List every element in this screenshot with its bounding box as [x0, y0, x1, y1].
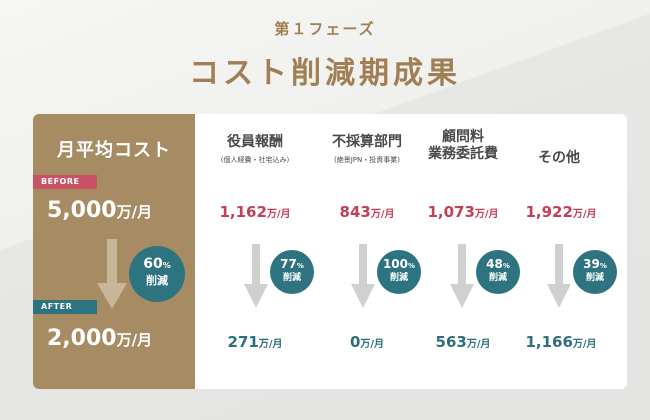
item-subtitle: (個人経費・社宅込み) — [220, 156, 290, 164]
item-reduction-label: 削減 — [389, 273, 408, 283]
item-before-value: 1,073万/月 — [413, 202, 513, 221]
item-after-number: 563 — [435, 333, 467, 351]
down-arrow-icon — [97, 239, 127, 309]
summary-after-number: 2,000 — [47, 326, 117, 351]
summary-after-amount: 2,000万/月 — [47, 326, 152, 351]
item-title-line1: 顧問料 — [442, 129, 484, 145]
item-after-unit: 万/月 — [258, 339, 283, 350]
down-arrow-icon — [244, 244, 268, 308]
summary-panel: 月平均コスト BEFORE 5,000万/月 60% 削減 AFTER 2,00… — [33, 114, 195, 389]
item-before-value: 1,922万/月 — [511, 202, 611, 221]
item-reduction-sign: % — [599, 262, 607, 270]
item-before-unit: 万/月 — [370, 209, 395, 220]
item-reduction-badge: 77% 削減 — [270, 250, 314, 294]
item-title: 顧問料 業務委託費 — [413, 129, 513, 163]
item-title: 役員報酬 — [205, 134, 305, 151]
item-reduction-pct: 39 — [583, 257, 600, 271]
results-card: 月平均コスト BEFORE 5,000万/月 60% 削減 AFTER 2,00… — [33, 114, 627, 389]
item-title-line1: 不採算部門 — [332, 134, 402, 150]
item-reduction-badge: 39% 削減 — [573, 250, 617, 294]
item-after-value: 0万/月 — [317, 332, 417, 351]
item-before-value: 843万/月 — [317, 202, 417, 221]
item-before-unit: 万/月 — [474, 209, 499, 220]
item-title: 不採算部門 — [317, 134, 417, 151]
item-reduction-sign: % — [296, 262, 304, 270]
summary-reduction-badge: 60% 削減 — [129, 246, 185, 302]
item-before-number: 1,162 — [219, 203, 267, 221]
summary-reduction-label: 削減 — [146, 274, 168, 287]
item-after-number: 0 — [349, 333, 361, 351]
item-reduction-sign: % — [502, 262, 510, 270]
summary-before-unit: 万/月 — [116, 203, 153, 221]
summary-heading: 月平均コスト — [57, 140, 171, 161]
summary-before-amount: 5,000万/月 — [47, 198, 152, 223]
before-tag: BEFORE — [33, 175, 97, 189]
summary-before-number: 5,000 — [47, 198, 117, 223]
item-after-number: 271 — [227, 333, 259, 351]
item-after-value: 1,166万/月 — [511, 332, 611, 351]
item-title: その他 — [509, 150, 609, 167]
item-before-unit: 万/月 — [266, 209, 291, 220]
summary-reduction-pct: 60 — [143, 256, 163, 272]
item-subtitle: (絶景JPN・投資事業) — [334, 156, 400, 164]
item-after-number: 1,166 — [525, 333, 573, 351]
phase-label: 第１フェーズ — [274, 20, 376, 38]
item-reduction-badge: 100% 削減 — [377, 250, 421, 294]
item-title-line1: 役員報酬 — [227, 134, 283, 150]
item-after-unit: 万/月 — [466, 339, 491, 350]
item-after-unit: 万/月 — [360, 339, 385, 350]
item-after-unit: 万/月 — [572, 339, 597, 350]
after-tag: AFTER — [33, 300, 97, 314]
item-before-number: 843 — [339, 203, 371, 221]
down-arrow-icon — [351, 244, 375, 308]
item-before-number: 1,922 — [525, 203, 573, 221]
item-after-value: 271万/月 — [205, 332, 305, 351]
item-reduction-label: 削減 — [282, 273, 301, 283]
item-reduction-pct: 48 — [486, 257, 503, 271]
item-before-value: 1,162万/月 — [205, 202, 305, 221]
item-title-line1: その他 — [538, 150, 580, 166]
item-reduction-pct: 77 — [280, 257, 297, 271]
summary-reduction-sign: % — [162, 261, 171, 270]
item-title-line2: 業務委託費 — [428, 146, 498, 162]
down-arrow-icon — [450, 244, 474, 308]
item-reduction-label: 削減 — [488, 273, 507, 283]
item-after-value: 563万/月 — [413, 332, 513, 351]
item-reduction-sign: % — [408, 262, 416, 270]
item-reduction-label: 削減 — [585, 273, 604, 283]
item-reduction-pct: 100 — [382, 257, 409, 271]
item-before-number: 1,073 — [427, 203, 475, 221]
page-title: コスト削減期成果 — [189, 56, 461, 91]
summary-after-unit: 万/月 — [116, 331, 153, 349]
item-before-unit: 万/月 — [572, 209, 597, 220]
item-reduction-badge: 48% 削減 — [476, 250, 520, 294]
down-arrow-icon — [547, 244, 571, 308]
